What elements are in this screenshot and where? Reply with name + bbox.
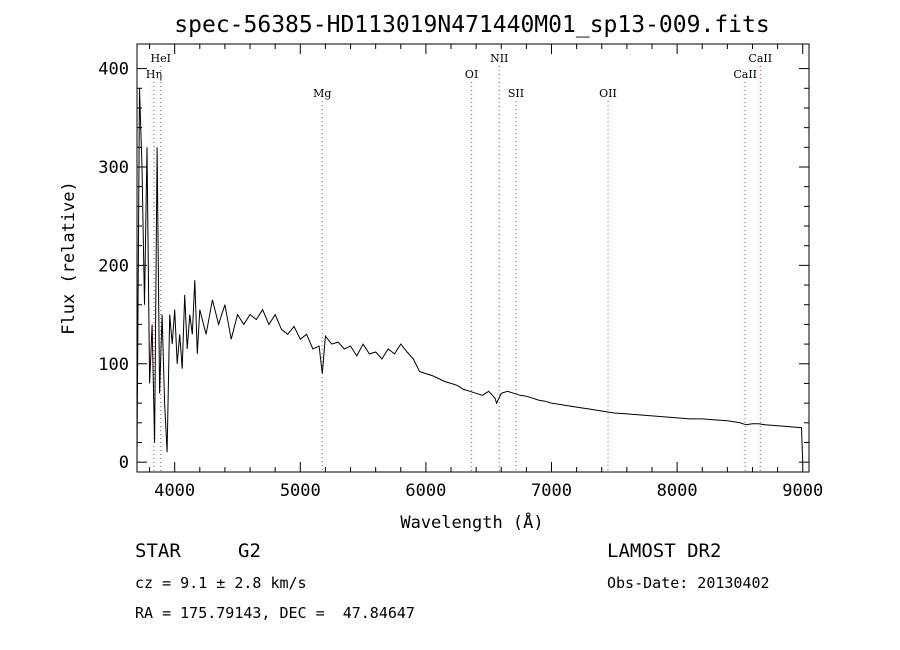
- coords-text: RA = 175.79143, DEC = 47.84647: [135, 604, 415, 622]
- x-tick-label: 7000: [531, 481, 572, 501]
- x-tick-label: 6000: [405, 481, 446, 501]
- y-axis-label: Flux (relative): [59, 181, 79, 335]
- object-class: STAR: [135, 540, 181, 562]
- spectral-line-label: Hη: [146, 68, 162, 81]
- spectral-line-markers: Hη HeI Mg OI NII SII OII CaII CaII: [146, 52, 772, 472]
- coordinates: RA = 175.79143, DEC = 47.84647: [135, 604, 415, 622]
- x-tick-label: 5000: [280, 481, 321, 501]
- survey-name: LAMOST DR2: [607, 540, 721, 562]
- redshift-value: cz = 9.1 ± 2.8 km/s: [135, 574, 307, 592]
- spectral-line-label: HeI: [151, 52, 171, 65]
- survey-text: LAMOST DR2: [607, 540, 722, 562]
- chart-title: spec-56385-HD113019N471440M01_sp13-009.f…: [174, 12, 769, 38]
- subclass-text: G2: [238, 540, 261, 562]
- spectral-line-label: CaII: [733, 68, 757, 81]
- spectral-line-label: CaII: [748, 52, 772, 65]
- y-tick-label: 0: [119, 453, 129, 473]
- object-class-text: STAR: [135, 540, 181, 562]
- x-tick-label: 4000: [154, 481, 195, 501]
- redshift-text: cz = 9.1 ± 2.8 km/s: [135, 574, 307, 592]
- spectral-line-label: Mg: [313, 87, 331, 100]
- x-tick-label: 9000: [782, 481, 823, 501]
- y-tick-label: 400: [98, 60, 129, 80]
- x-tick-label: 8000: [657, 481, 698, 501]
- spectrum-line: [136, 88, 804, 463]
- spectral-line-label: OII: [599, 87, 617, 100]
- x-axis-ticks: 4000 5000 6000 7000 8000 9000: [149, 44, 823, 501]
- x-axis-label: Wavelength (Å): [400, 511, 543, 533]
- y-tick-label: 300: [98, 158, 129, 178]
- y-tick-label: 200: [98, 256, 129, 276]
- plot-frame: [136, 43, 810, 473]
- y-tick-label: 100: [98, 355, 129, 375]
- spectral-line-label: NII: [490, 52, 508, 65]
- spectral-subclass: G2: [238, 540, 261, 562]
- obs-date-text: Obs-Date: 20130402: [607, 574, 770, 592]
- observation-date: Obs-Date: 20130402: [607, 574, 770, 592]
- spectral-line-label: OI: [465, 68, 478, 81]
- spectral-line-label: SII: [508, 87, 524, 100]
- y-axis-ticks: 0 100 200 300 400: [98, 60, 809, 473]
